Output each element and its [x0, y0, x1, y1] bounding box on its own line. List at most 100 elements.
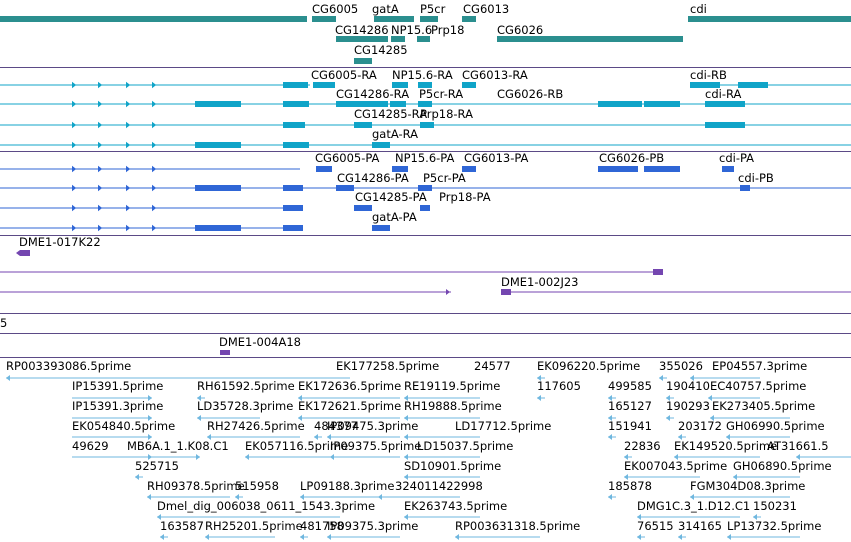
gene-feature[interactable] — [497, 36, 683, 42]
transcript-exon[interactable] — [644, 101, 680, 107]
gene-feature[interactable] — [462, 16, 476, 22]
gene-feature[interactable] — [312, 16, 336, 22]
transcript-exon-arrow[interactable] — [126, 224, 131, 232]
est-feature-arrow[interactable] — [404, 454, 408, 460]
est-feature-arrow[interactable] — [690, 494, 694, 500]
transcript-exon[interactable] — [313, 82, 335, 88]
gene-feature[interactable] — [391, 36, 405, 42]
transcript-exon[interactable] — [354, 122, 372, 128]
clone-feature-arrow[interactable] — [446, 289, 450, 295]
transcript-exon-arrow[interactable] — [72, 165, 77, 173]
transcript-exon[interactable] — [283, 142, 309, 148]
transcript-exon[interactable] — [392, 82, 408, 88]
est-feature-arrow[interactable] — [753, 514, 757, 520]
transcript-exon-arrow[interactable] — [98, 141, 103, 149]
est-feature-arrow[interactable] — [733, 474, 737, 480]
est-feature-arrow[interactable] — [674, 454, 678, 460]
transcript-exon[interactable] — [420, 122, 434, 128]
transcript-exon-arrow[interactable] — [72, 100, 77, 108]
transcript-exon[interactable] — [420, 205, 430, 211]
transcript-exon-arrow[interactable] — [152, 141, 157, 149]
est-feature-arrow[interactable] — [608, 494, 612, 500]
transcript-exon-arrow[interactable] — [126, 141, 131, 149]
transcript-exon[interactable] — [598, 101, 642, 107]
est-feature-arrow[interactable] — [624, 454, 628, 460]
est-feature-arrow[interactable] — [537, 395, 541, 401]
transcript-exon[interactable] — [705, 101, 745, 107]
est-feature-arrow[interactable] — [404, 434, 408, 440]
est-feature-arrow[interactable] — [624, 474, 628, 480]
transcript-exon-arrow[interactable] — [98, 81, 103, 89]
transcript-exon[interactable] — [354, 205, 372, 211]
gene-feature[interactable] — [688, 16, 851, 22]
est-feature-arrow[interactable] — [637, 514, 641, 520]
transcript-exon-arrow[interactable] — [98, 165, 103, 173]
transcript-exon[interactable] — [644, 166, 680, 172]
est-feature-arrow[interactable] — [300, 534, 304, 540]
transcript-exon-arrow[interactable] — [72, 224, 77, 232]
est-feature-arrow[interactable] — [148, 434, 152, 440]
est-feature-arrow[interactable] — [404, 415, 408, 421]
transcript-exon[interactable] — [283, 101, 309, 107]
est-feature-arrow[interactable] — [404, 514, 408, 520]
transcript-exon-arrow[interactable] — [126, 81, 131, 89]
transcript-exon-arrow[interactable] — [72, 204, 77, 212]
est-feature-arrow[interactable] — [235, 494, 239, 500]
est-feature-arrow[interactable] — [207, 434, 211, 440]
gene-feature[interactable] — [417, 36, 430, 42]
transcript-exon[interactable] — [392, 166, 408, 172]
transcript-exon-arrow[interactable] — [152, 81, 157, 89]
est-feature-arrow[interactable] — [378, 494, 382, 500]
est-feature-arrow[interactable] — [796, 454, 800, 460]
transcript-exon[interactable] — [372, 142, 390, 148]
est-feature-arrow[interactable] — [135, 474, 139, 480]
transcript-exon-arrow[interactable] — [126, 100, 131, 108]
est-feature-arrow[interactable] — [659, 375, 663, 381]
transcript-exon[interactable] — [418, 101, 432, 107]
transcript-exon-arrow[interactable] — [72, 141, 77, 149]
transcript-exon[interactable] — [283, 122, 305, 128]
est-feature-arrow[interactable] — [404, 474, 408, 480]
transcript-exon-arrow[interactable] — [72, 184, 77, 192]
transcript-exon-arrow[interactable] — [72, 81, 77, 89]
est-feature-arrow[interactable] — [148, 415, 152, 421]
transcript-exon-arrow[interactable] — [152, 165, 157, 173]
gene-feature[interactable] — [374, 16, 414, 22]
gene-feature[interactable] — [420, 16, 438, 22]
est-feature-arrow[interactable] — [608, 434, 612, 440]
transcript-exon[interactable] — [462, 166, 476, 172]
est-feature-arrow[interactable] — [196, 454, 200, 460]
est-feature-arrow[interactable] — [147, 494, 151, 500]
est-feature-arrow[interactable] — [298, 415, 302, 421]
transcript-exon-arrow[interactable] — [152, 204, 157, 212]
clone-feature[interactable] — [653, 269, 663, 275]
est-feature-arrow[interactable] — [666, 395, 670, 401]
est-feature-arrow[interactable] — [327, 434, 331, 440]
est-feature-arrow[interactable] — [160, 534, 164, 540]
transcript-exon-arrow[interactable] — [98, 204, 103, 212]
est-feature-arrow[interactable] — [314, 434, 318, 440]
transcript-exon[interactable] — [722, 166, 734, 172]
transcript-exon[interactable] — [336, 185, 354, 191]
est-feature-arrow[interactable] — [666, 415, 670, 421]
transcript-exon-arrow[interactable] — [98, 224, 103, 232]
est-feature-arrow[interactable] — [330, 454, 334, 460]
clone-feature[interactable] — [20, 250, 30, 256]
est-feature-arrow[interactable] — [298, 395, 302, 401]
est-feature-arrow[interactable] — [245, 454, 249, 460]
transcript-exon[interactable] — [372, 225, 390, 231]
transcript-exon[interactable] — [283, 225, 303, 231]
est-feature-arrow[interactable] — [404, 395, 408, 401]
transcript-exon-arrow[interactable] — [98, 100, 103, 108]
transcript-exon-arrow[interactable] — [152, 100, 157, 108]
transcript-exon[interactable] — [283, 205, 303, 211]
transcript-exon[interactable] — [390, 101, 406, 107]
est-feature-arrow[interactable] — [157, 514, 161, 520]
transcript-exon[interactable] — [462, 82, 476, 88]
gene-feature[interactable] — [336, 36, 388, 42]
transcript-exon[interactable] — [195, 225, 241, 231]
est-feature-arrow[interactable] — [727, 534, 731, 540]
transcript-exon-arrow[interactable] — [98, 184, 103, 192]
est-feature-arrow[interactable] — [678, 534, 682, 540]
est-feature-arrow[interactable] — [726, 434, 730, 440]
